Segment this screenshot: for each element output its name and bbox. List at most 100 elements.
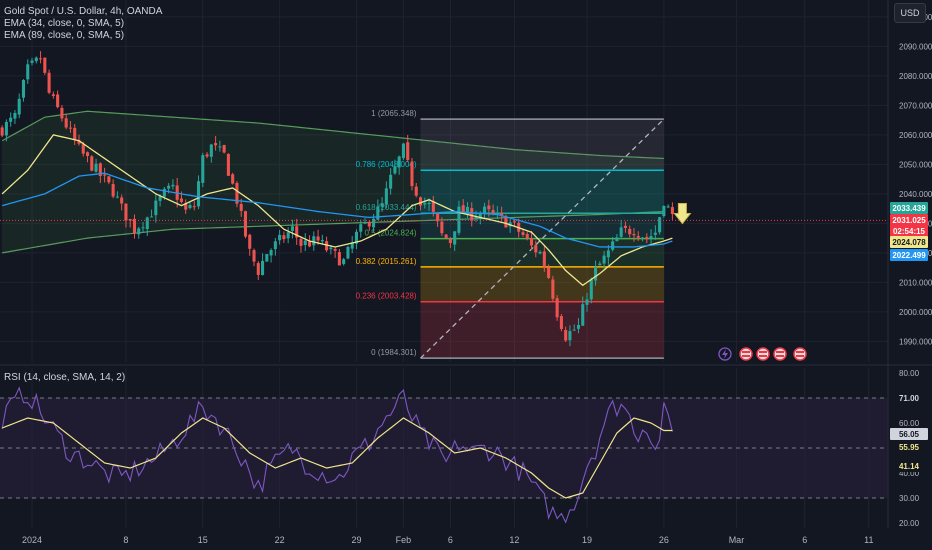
candle-body: [47, 72, 51, 93]
candle-body: [265, 253, 269, 262]
ema-34-line: [1, 134, 673, 287]
legend-ema-34[interactable]: EMA (34, close, 0, SMA, 5): [4, 18, 125, 29]
candle-body: [401, 143, 405, 159]
fib-level-label: 0.5 (2024.824): [364, 229, 416, 238]
candle-body: [60, 107, 64, 119]
candle-body: [372, 218, 376, 228]
candle-body: [547, 267, 551, 278]
candle-body: [21, 80, 26, 98]
legend-ema-89[interactable]: EMA (89, close, 0, SMA, 5): [4, 30, 125, 41]
candle-body: [34, 57, 38, 62]
candle-body: [243, 211, 248, 237]
time-axis-label: 19: [582, 535, 592, 545]
candle-body: [670, 207, 674, 214]
ema-89-line: [1, 172, 673, 248]
price-tag-bg: [890, 225, 928, 237]
candle-body: [512, 221, 516, 223]
flag-stripe: [742, 355, 750, 357]
candle-body: [606, 250, 610, 258]
flag-stripe: [776, 351, 784, 353]
candle-body: [487, 205, 491, 210]
legend-rsi[interactable]: RSI (14, close, SMA, 14, 2): [4, 372, 126, 383]
flag-stripe: [796, 351, 804, 353]
candle-body: [261, 260, 265, 275]
candle-body: [555, 298, 559, 318]
candle-body: [9, 117, 13, 122]
rsi-tag-bg: [890, 460, 928, 472]
candle-body: [43, 57, 47, 73]
rsi-tick-label: 40.00: [899, 469, 920, 478]
price-tick-label: 1990.000: [899, 337, 932, 346]
price-tag: 02:54:15: [893, 227, 926, 236]
time-axis-label: 6: [448, 535, 453, 545]
envelope-band: [1, 110, 664, 254]
candle-body: [68, 127, 72, 129]
candle-body: [384, 188, 388, 205]
candle-body: [389, 174, 393, 189]
price-tag: 2033.439: [892, 204, 926, 213]
flag-stripe: [759, 351, 767, 353]
candle-body: [286, 232, 290, 239]
price-tag: 2031.025: [892, 216, 926, 225]
flag-stripe: [796, 355, 804, 357]
rsi-tick-label: 80.00: [899, 369, 920, 378]
price-tag-bg: [890, 214, 928, 226]
candle-body: [598, 263, 602, 266]
candle-body: [406, 142, 410, 160]
fib-level-label: 0 (1984.301): [371, 348, 417, 357]
rsi-tag: 41.14: [899, 462, 920, 471]
candle-body: [594, 266, 598, 281]
candle-body: [423, 203, 427, 205]
candle-body: [354, 231, 359, 244]
flag-stripe: [742, 351, 750, 353]
candle-body: [376, 206, 380, 220]
candle-body: [645, 237, 649, 240]
candle-body: [13, 112, 17, 119]
fib-trend-line: [420, 118, 665, 359]
time-axis-label: 8: [123, 535, 128, 545]
candle-body: [17, 98, 21, 115]
candle-body: [581, 304, 585, 326]
legend-symbol[interactable]: Gold Spot / U.S. Dollar, 4h, OANDA: [4, 6, 163, 17]
candle-body: [218, 146, 222, 148]
candle-body: [290, 226, 294, 231]
event-markers: [718, 347, 807, 361]
us-flag-event-icon: [793, 347, 807, 361]
rsi-line: [1, 386, 673, 524]
ema-lines: [1, 134, 692, 287]
down-arrow-icon: [673, 203, 692, 225]
candle-body: [184, 203, 188, 210]
candle-body: [120, 197, 124, 204]
rsi-tag-bg: [890, 441, 928, 453]
price-tick-label: 2060.000: [899, 131, 932, 140]
candle-body: [107, 176, 111, 183]
candle-body: [397, 156, 401, 168]
candle-body: [196, 181, 201, 207]
candle-body: [465, 206, 470, 215]
fib-zone: [420, 213, 664, 239]
time-axis-label: 12: [509, 535, 519, 545]
candle-body: [214, 143, 218, 146]
candle-body: [81, 144, 85, 154]
candle-body: [162, 188, 166, 197]
time-axis-label: 29: [351, 535, 361, 545]
rsi-tag: 55.95: [899, 443, 920, 452]
candle-body: [209, 144, 213, 157]
candle-body: [150, 216, 154, 218]
currency-button[interactable]: USD: [894, 3, 926, 23]
candle-body: [248, 234, 252, 249]
rsi-tick-label: 60.00: [899, 419, 920, 428]
candle-body: [252, 250, 256, 262]
candle-body: [325, 241, 329, 251]
candle-body: [256, 263, 260, 275]
candle-body: [239, 203, 243, 211]
rsi-tag-bg: [890, 428, 928, 440]
candle-body: [342, 259, 346, 264]
candle-body: [632, 234, 636, 236]
price-tag-bg: [890, 249, 928, 261]
candle-body: [427, 202, 431, 204]
candle-body: [521, 232, 525, 235]
candle-body: [145, 217, 149, 229]
